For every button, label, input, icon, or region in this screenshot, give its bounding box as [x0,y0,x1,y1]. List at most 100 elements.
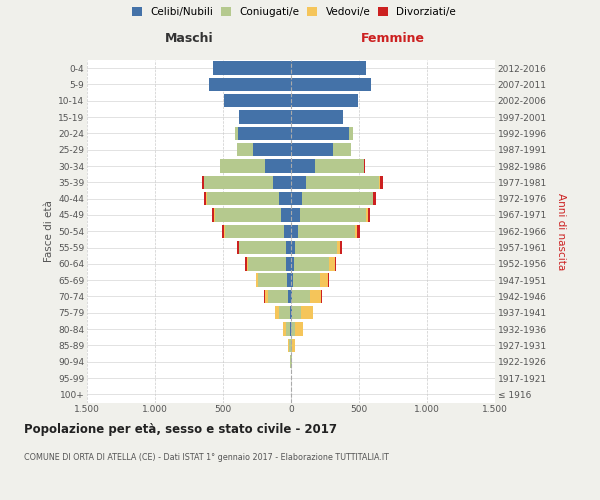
Bar [290,355,291,368]
Bar [204,192,206,205]
Bar [291,355,292,368]
Bar [292,306,301,320]
Bar [367,208,368,222]
Bar [212,208,214,222]
Bar [291,274,293,287]
Bar [291,338,292,352]
Bar [204,176,274,189]
Bar [320,274,328,287]
Bar [357,224,359,238]
Text: Popolazione per età, sesso e stato civile - 2017: Popolazione per età, sesso e stato civil… [24,422,337,436]
Bar [238,126,291,140]
Bar [224,224,225,238]
Bar [291,110,343,124]
Bar [236,241,239,254]
Bar [256,274,259,287]
Bar [291,257,294,270]
Bar [291,306,292,320]
Bar [291,290,292,303]
Bar [286,241,291,254]
Bar [225,224,284,238]
Bar [291,78,371,91]
Bar [206,192,279,205]
Bar [310,290,321,303]
Bar [236,143,253,156]
Bar [301,306,313,320]
Bar [298,224,355,238]
Bar [340,241,342,254]
Bar [259,274,287,287]
Bar [302,192,373,205]
Text: Maschi: Maschi [164,32,214,45]
Bar [291,192,302,205]
Bar [265,290,268,303]
Bar [315,160,364,172]
Bar [220,160,265,172]
Bar [291,143,333,156]
Bar [333,143,351,156]
Bar [274,176,291,189]
Bar [349,126,353,140]
Bar [281,208,291,222]
Bar [292,322,295,336]
Bar [355,224,357,238]
Bar [300,208,367,222]
Bar [368,208,370,222]
Bar [284,224,291,238]
Bar [235,126,238,140]
Bar [202,176,204,189]
Bar [380,176,383,189]
Bar [291,126,349,140]
Bar [373,192,376,205]
Bar [253,143,291,156]
Y-axis label: Fasce di età: Fasce di età [44,200,54,262]
Bar [289,338,291,352]
Bar [292,290,310,303]
Bar [287,274,291,287]
Bar [283,322,286,336]
Bar [337,241,340,254]
Bar [295,322,303,336]
Bar [291,62,366,75]
Bar [215,208,281,222]
Bar [290,306,291,320]
Bar [247,257,248,270]
Bar [287,338,289,352]
Text: COMUNE DI ORTA DI ATELLA (CE) - Dati ISTAT 1° gennaio 2017 - Elaborazione TUTTIT: COMUNE DI ORTA DI ATELLA (CE) - Dati IST… [24,452,389,462]
Y-axis label: Anni di nascita: Anni di nascita [556,192,566,270]
Bar [288,290,291,303]
Bar [245,257,247,270]
Bar [306,176,379,189]
Bar [268,290,288,303]
Bar [291,241,295,254]
Bar [290,322,291,336]
Bar [379,176,380,189]
Bar [294,257,329,270]
Bar [335,257,336,270]
Bar [291,224,298,238]
Bar [291,208,300,222]
Bar [293,274,320,287]
Bar [214,208,215,222]
Bar [239,110,291,124]
Bar [239,241,286,254]
Bar [329,257,335,270]
Bar [321,290,322,303]
Bar [291,160,315,172]
Bar [275,306,279,320]
Legend: Celibi/Nubili, Coniugati/e, Vedovi/e, Divorziati/e: Celibi/Nubili, Coniugati/e, Vedovi/e, Di… [130,5,458,20]
Bar [214,62,291,75]
Bar [295,241,337,254]
Bar [292,338,295,352]
Bar [248,257,286,270]
Bar [224,94,291,108]
Bar [286,257,291,270]
Bar [291,94,358,108]
Bar [223,224,224,238]
Bar [279,306,290,320]
Bar [265,160,291,172]
Bar [209,78,291,91]
Bar [328,274,329,287]
Text: Femmine: Femmine [361,32,425,45]
Bar [291,176,306,189]
